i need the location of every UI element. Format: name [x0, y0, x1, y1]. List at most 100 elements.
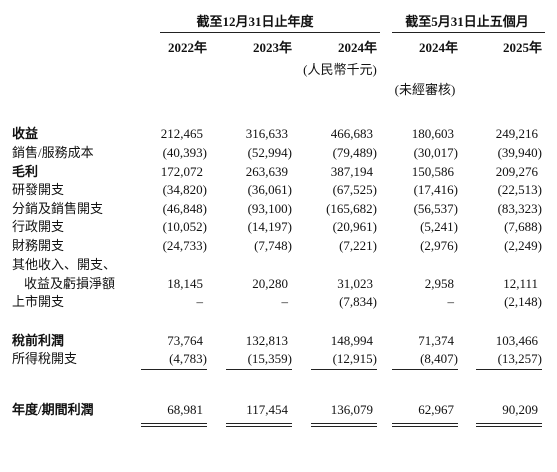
cell-value: (13,257) [497, 351, 542, 366]
cell-value: 150,586 [411, 164, 454, 179]
cell-value: (52,994) [247, 145, 292, 160]
rule [226, 426, 292, 427]
cell-value: (7,834) [339, 294, 377, 309]
rule [311, 369, 377, 370]
rule [392, 426, 458, 427]
cell-value: 103,466 [495, 333, 538, 348]
cell-value: (67,525) [332, 182, 377, 197]
cell-value: (8,407) [420, 351, 458, 366]
cell-value: (30,017) [413, 145, 458, 160]
cell-value: (2,249) [504, 238, 542, 253]
row-label: 行政開支 [12, 219, 65, 234]
rule [476, 426, 542, 427]
cell-value: 212,465 [160, 126, 203, 141]
row-label: 其他收入、開支、 [12, 257, 117, 272]
cell-value: (12,915) [332, 351, 377, 366]
cell-value: (15,359) [247, 351, 292, 366]
rule [141, 369, 207, 370]
unit-note: (人民幣千元) [303, 62, 377, 77]
rule [141, 423, 207, 424]
cell-value: 31,023 [337, 276, 373, 291]
cell-value: 136,079 [330, 402, 373, 417]
row-label: 研發開支 [12, 182, 65, 197]
cell-value: 71,374 [418, 333, 454, 348]
row-label: 銷售/服務成本 [12, 145, 94, 160]
cell-value: 180,603 [411, 126, 454, 141]
cell-value: 2,958 [424, 276, 454, 291]
cell-value: – [447, 294, 455, 309]
cell-value: 62,967 [418, 402, 454, 417]
cell-value: 18,145 [167, 276, 203, 291]
row-label: 收益及虧損淨額 [24, 276, 116, 291]
cell-value: (4,783) [169, 351, 207, 366]
cell-value: (7,221) [339, 238, 377, 253]
cell-value: (7,748) [254, 238, 292, 253]
column-header: 2025年 [502, 40, 542, 55]
cell-value: 132,813 [245, 333, 288, 348]
cell-value: 73,764 [167, 333, 203, 348]
cell-value: 12,111 [503, 276, 538, 291]
cell-value: 466,683 [330, 126, 373, 141]
cell-value: 117,454 [246, 402, 288, 417]
column-header: 2024年 [337, 40, 377, 55]
rule [392, 369, 458, 370]
cell-value: 90,209 [502, 402, 538, 417]
cell-value: (34,820) [162, 182, 207, 197]
cell-value: 148,994 [330, 333, 373, 348]
cell-value: 249,216 [495, 126, 538, 141]
rule [476, 369, 542, 370]
cell-value: 20,280 [252, 276, 288, 291]
row-label: 財務開支 [12, 238, 65, 253]
column-header: 2022年 [167, 40, 207, 55]
cell-value: 68,981 [167, 402, 203, 417]
cell-value: (2,148) [504, 294, 542, 309]
period-group: 截至12月31日止年度 [196, 14, 314, 29]
cell-value: (5,241) [420, 219, 458, 234]
cell-value: (93,100) [247, 201, 292, 216]
cell-value: (46,848) [162, 201, 207, 216]
cell-value: (39,940) [497, 145, 542, 160]
rule [392, 423, 458, 424]
cell-value: (79,489) [332, 145, 377, 160]
cell-value: (7,688) [504, 219, 542, 234]
period-group: 截至5月31日止五個月 [405, 14, 529, 29]
cell-value: 316,633 [245, 126, 288, 141]
row-label: 上市開支 [12, 294, 65, 309]
cell-value: (40,393) [162, 145, 207, 160]
cell-value: – [281, 294, 289, 309]
row-label: 毛利 [12, 164, 39, 179]
cell-value: (14,197) [247, 219, 292, 234]
rule [311, 423, 377, 424]
row-label: 收益 [12, 126, 39, 141]
cell-value: (17,416) [413, 182, 458, 197]
row-label: 稅前利潤 [12, 333, 65, 348]
cell-value: 209,276 [495, 164, 538, 179]
row-label: 所得稅開支 [12, 351, 78, 366]
rule [392, 32, 545, 33]
cell-value: (10,052) [162, 219, 207, 234]
cell-value: (20,961) [332, 219, 377, 234]
rule [476, 423, 542, 424]
rule [226, 423, 292, 424]
cell-value: (165,682) [326, 201, 377, 216]
cell-value: 172,072 [160, 164, 203, 179]
rule [311, 426, 377, 427]
rule [226, 369, 292, 370]
row-label: 分銷及銷售開支 [12, 201, 104, 216]
column-header: 2023年 [252, 40, 292, 55]
cell-value: – [196, 294, 204, 309]
rule [160, 32, 380, 33]
cell-value: (24,733) [162, 238, 207, 253]
cell-value: (56,537) [413, 201, 458, 216]
row-label: 年度/期間利潤 [12, 402, 94, 417]
unaudited-note: (未經審核) [394, 82, 456, 97]
cell-value: (36,061) [247, 182, 292, 197]
cell-value: (22,513) [497, 182, 542, 197]
cell-value: (2,976) [420, 238, 458, 253]
cell-value: 387,194 [330, 164, 373, 179]
rule [141, 426, 207, 427]
cell-value: (83,323) [497, 201, 542, 216]
cell-value: 263,639 [245, 164, 288, 179]
column-header: 2024年 [418, 40, 458, 55]
